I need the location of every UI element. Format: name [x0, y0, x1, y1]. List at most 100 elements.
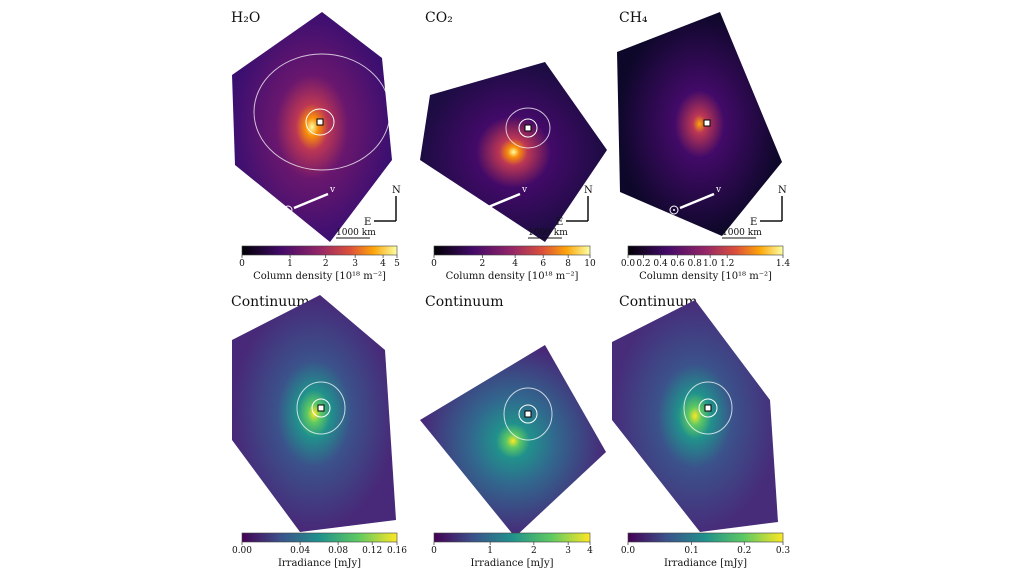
- sun-direction-arrow: [485, 192, 521, 210]
- contour-outer: [683, 381, 733, 435]
- nucleus-marker: [704, 404, 712, 412]
- colorbar-label: Column density [10¹⁸ m⁻²]: [639, 271, 772, 282]
- colorbar-tick-label: 3: [352, 259, 358, 269]
- colorbar-tick-label: 1.0: [703, 259, 718, 269]
- colorbar-tick-label: 1: [487, 546, 493, 556]
- panel-title: H₂O: [231, 10, 260, 26]
- contour-inner: [311, 398, 331, 418]
- colorbar: 0.00 0.04 0.08 0.12 0.16 Irradiance [mJy]: [232, 532, 407, 569]
- colorbar-tick-label: 0.00: [232, 546, 252, 556]
- colorbar-tick-label: 0.16: [387, 546, 407, 556]
- colorbar-tick-label: 0.08: [328, 546, 348, 556]
- contour-inner: [518, 404, 538, 424]
- north-label: N: [584, 185, 593, 196]
- colorbar-label: Column density [10¹⁸ m⁻²]: [253, 271, 386, 282]
- sun-direction-arrow: [293, 192, 329, 210]
- panel-title: CH₄: [619, 10, 648, 26]
- contour-outer: [505, 107, 551, 149]
- colorbar-gradient: [241, 532, 398, 543]
- colorbar-tick-label: 1: [287, 259, 293, 269]
- colorbar: 0.0 0.2 0.4 0.6 0.8 1.0 1.2 1.4 Column density […: [621, 245, 791, 282]
- colorbar: 0 1 2 3 4 Irradiance [mJy]: [431, 532, 593, 569]
- nucleus-marker: [524, 410, 532, 418]
- colorbar-tick-label: 0.0: [621, 546, 636, 556]
- contour-outer: [503, 387, 553, 441]
- colorbar-tick-label: 1.4: [776, 259, 791, 269]
- panel-title: Continuum: [619, 294, 698, 310]
- sun-icon: [669, 205, 679, 215]
- colorbar-tick-label: 1.2: [720, 259, 734, 269]
- map-image: [420, 345, 606, 537]
- panel-title: Continuum: [425, 294, 504, 310]
- colorbar-tick-label: 0.2: [737, 546, 751, 556]
- scale-bar-label: 1000 km: [722, 228, 762, 238]
- sun-icon-dot: [479, 209, 481, 211]
- colorbar-gradient: [627, 532, 784, 543]
- colorbar-tick-label: 8: [565, 259, 571, 269]
- panel-6: Continuum 0.0 0.1 0.2 0.3 Irradiance [mJy]: [612, 294, 790, 569]
- map-image: [617, 12, 782, 236]
- north-label: N: [778, 185, 787, 196]
- colorbar-tick-label: 0.4: [653, 259, 668, 269]
- colorbar-tick-label: 6: [540, 259, 546, 269]
- map-image: [420, 62, 607, 242]
- colorbar-tick-label: 0.0: [621, 259, 636, 269]
- colorbar-tick-label: 0: [239, 259, 245, 269]
- colorbar-label: Irradiance [mJy]: [664, 558, 747, 569]
- scale-bar-label: 1000 km: [336, 228, 376, 238]
- colorbar-tick-label: 2: [531, 546, 537, 556]
- sun-icon-dot: [287, 209, 289, 211]
- colorbar: 0.0 0.1 0.2 0.3 Irradiance [mJy]: [621, 532, 791, 569]
- contour-outer: [296, 381, 346, 435]
- north-label: N: [392, 185, 401, 196]
- colorbar-tick-label: 5: [394, 259, 400, 269]
- colorbar-gradient: [627, 245, 784, 256]
- nucleus-marker: [316, 118, 324, 126]
- colorbar-tick-label: 4: [587, 546, 593, 556]
- colorbar-tick-label: 0.12: [362, 546, 382, 556]
- contour-inner: [305, 108, 335, 136]
- velocity-label: v: [329, 185, 336, 195]
- colorbar-tick-label: 3: [565, 546, 571, 556]
- sun-icon: [283, 205, 293, 215]
- colorbar-label: Column density [10¹⁸ m⁻²]: [446, 271, 579, 282]
- colorbar-tick-label: 0.04: [290, 546, 310, 556]
- contour-inner: [518, 118, 538, 138]
- colorbar-label: Irradiance [mJy]: [278, 558, 361, 569]
- colorbar: 0 2 4 6 8 10 Column density [10¹⁸ m⁻²]: [431, 245, 596, 282]
- colorbar-gradient: [433, 245, 591, 256]
- velocity-label: v: [521, 185, 528, 195]
- nucleus-marker: [317, 404, 325, 412]
- colorbar-label: Irradiance [mJy]: [470, 558, 553, 569]
- sun-direction-arrow: [679, 192, 715, 210]
- colorbar-tick-label: 0: [431, 546, 437, 556]
- colorbar-tick-label: 2: [479, 259, 485, 269]
- panel-5: Continuum 0 1 2 3 4 Irradiance [mJy]: [420, 294, 606, 569]
- colorbar-tick-label: 0.8: [687, 259, 702, 269]
- colorbar: 0 1 2 3 4 5 Column density [10¹⁸ m⁻²]: [239, 245, 400, 282]
- nucleus-marker: [524, 124, 532, 132]
- colorbar-tick-label: 0.1: [684, 546, 698, 556]
- panel-title: CO₂: [425, 10, 453, 26]
- colorbar-gradient: [241, 245, 398, 256]
- colorbar-tick-label: 0: [431, 259, 437, 269]
- east-label: E: [364, 217, 371, 228]
- velocity-label: v: [715, 185, 722, 195]
- colorbar-tick-label: 10: [584, 259, 596, 269]
- contour-outer: [253, 53, 391, 171]
- panel-title: Continuum: [231, 294, 310, 310]
- contour-inner: [698, 398, 718, 418]
- scale-bar-label: 1000 km: [528, 228, 568, 238]
- map-image: [232, 12, 392, 242]
- nucleus-marker: [703, 119, 711, 127]
- sun-icon: [475, 205, 485, 215]
- colorbar-tick-label: 4: [512, 259, 518, 269]
- map-image: [612, 300, 778, 532]
- colorbar-tick-label: 0.3: [776, 546, 791, 556]
- sun-icon-dot: [673, 209, 675, 211]
- east-label: E: [556, 217, 563, 228]
- colorbar-gradient: [433, 532, 591, 543]
